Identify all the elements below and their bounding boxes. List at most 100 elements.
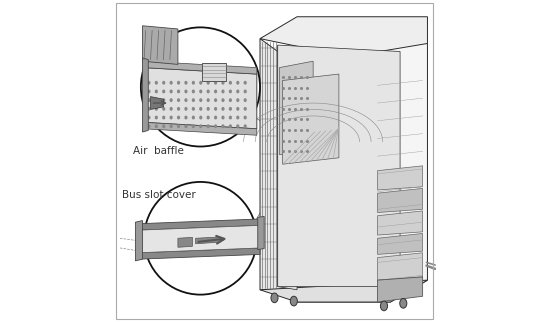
- Ellipse shape: [206, 98, 210, 102]
- Ellipse shape: [147, 116, 150, 119]
- Ellipse shape: [162, 81, 165, 85]
- Ellipse shape: [214, 81, 217, 85]
- Ellipse shape: [244, 90, 247, 93]
- Ellipse shape: [170, 124, 173, 128]
- Ellipse shape: [199, 90, 203, 93]
- Ellipse shape: [199, 116, 203, 119]
- Ellipse shape: [184, 107, 188, 111]
- Ellipse shape: [192, 90, 195, 93]
- Polygon shape: [150, 97, 164, 109]
- Ellipse shape: [170, 116, 173, 119]
- Text: Bus slot cover: Bus slot cover: [121, 190, 195, 200]
- Ellipse shape: [236, 124, 239, 128]
- Ellipse shape: [162, 90, 165, 93]
- Ellipse shape: [192, 116, 195, 119]
- Ellipse shape: [229, 98, 232, 102]
- Ellipse shape: [290, 296, 298, 306]
- Ellipse shape: [221, 98, 225, 102]
- Ellipse shape: [244, 98, 247, 102]
- Ellipse shape: [147, 98, 150, 102]
- Ellipse shape: [214, 107, 217, 111]
- Ellipse shape: [177, 116, 180, 119]
- Ellipse shape: [244, 116, 247, 119]
- Ellipse shape: [155, 116, 158, 119]
- Ellipse shape: [155, 81, 158, 85]
- Ellipse shape: [147, 124, 150, 128]
- Circle shape: [144, 182, 257, 295]
- Ellipse shape: [221, 90, 225, 93]
- Polygon shape: [279, 61, 313, 155]
- Polygon shape: [136, 221, 143, 261]
- Ellipse shape: [221, 81, 225, 85]
- Polygon shape: [144, 61, 257, 74]
- Circle shape: [141, 27, 260, 147]
- Ellipse shape: [162, 107, 165, 111]
- Polygon shape: [378, 277, 423, 302]
- Polygon shape: [138, 248, 260, 259]
- Polygon shape: [278, 45, 400, 287]
- Ellipse shape: [170, 90, 173, 93]
- Ellipse shape: [206, 116, 210, 119]
- Polygon shape: [378, 233, 423, 254]
- Ellipse shape: [170, 107, 173, 111]
- Ellipse shape: [177, 90, 180, 93]
- Ellipse shape: [236, 116, 239, 119]
- Ellipse shape: [184, 90, 188, 93]
- Polygon shape: [258, 216, 264, 250]
- Ellipse shape: [244, 107, 247, 111]
- Ellipse shape: [199, 107, 203, 111]
- Ellipse shape: [184, 124, 188, 128]
- Polygon shape: [260, 280, 428, 302]
- Ellipse shape: [221, 107, 225, 111]
- Ellipse shape: [147, 107, 150, 111]
- Polygon shape: [143, 58, 148, 132]
- Ellipse shape: [214, 90, 217, 93]
- Ellipse shape: [147, 81, 150, 85]
- Ellipse shape: [206, 124, 210, 128]
- Ellipse shape: [236, 90, 239, 93]
- Ellipse shape: [214, 124, 217, 128]
- Ellipse shape: [155, 107, 158, 111]
- Ellipse shape: [177, 107, 180, 111]
- Polygon shape: [260, 39, 297, 290]
- Ellipse shape: [221, 116, 225, 119]
- Polygon shape: [178, 237, 192, 247]
- Ellipse shape: [162, 124, 165, 128]
- Ellipse shape: [229, 81, 232, 85]
- Polygon shape: [378, 188, 423, 213]
- Ellipse shape: [206, 107, 210, 111]
- Ellipse shape: [162, 98, 165, 102]
- Ellipse shape: [199, 124, 203, 128]
- Polygon shape: [144, 122, 257, 135]
- Ellipse shape: [155, 98, 158, 102]
- Ellipse shape: [155, 90, 158, 93]
- Polygon shape: [278, 45, 297, 290]
- Ellipse shape: [177, 81, 180, 85]
- Polygon shape: [195, 237, 225, 244]
- Ellipse shape: [244, 124, 247, 128]
- Polygon shape: [143, 26, 178, 64]
- Ellipse shape: [236, 98, 239, 102]
- FancyBboxPatch shape: [202, 63, 226, 80]
- Ellipse shape: [199, 81, 203, 85]
- Ellipse shape: [206, 90, 210, 93]
- Ellipse shape: [271, 293, 278, 303]
- Polygon shape: [378, 253, 423, 280]
- Ellipse shape: [192, 98, 195, 102]
- Ellipse shape: [244, 81, 247, 85]
- Ellipse shape: [184, 98, 188, 102]
- Ellipse shape: [177, 124, 180, 128]
- Ellipse shape: [380, 301, 388, 311]
- Ellipse shape: [170, 81, 173, 85]
- Ellipse shape: [155, 124, 158, 128]
- Ellipse shape: [184, 116, 188, 119]
- Ellipse shape: [170, 98, 173, 102]
- Ellipse shape: [192, 124, 195, 128]
- Ellipse shape: [229, 124, 232, 128]
- Polygon shape: [144, 68, 257, 129]
- Ellipse shape: [400, 298, 407, 308]
- Polygon shape: [297, 43, 428, 302]
- Ellipse shape: [221, 124, 225, 128]
- Ellipse shape: [192, 107, 195, 111]
- Ellipse shape: [192, 81, 195, 85]
